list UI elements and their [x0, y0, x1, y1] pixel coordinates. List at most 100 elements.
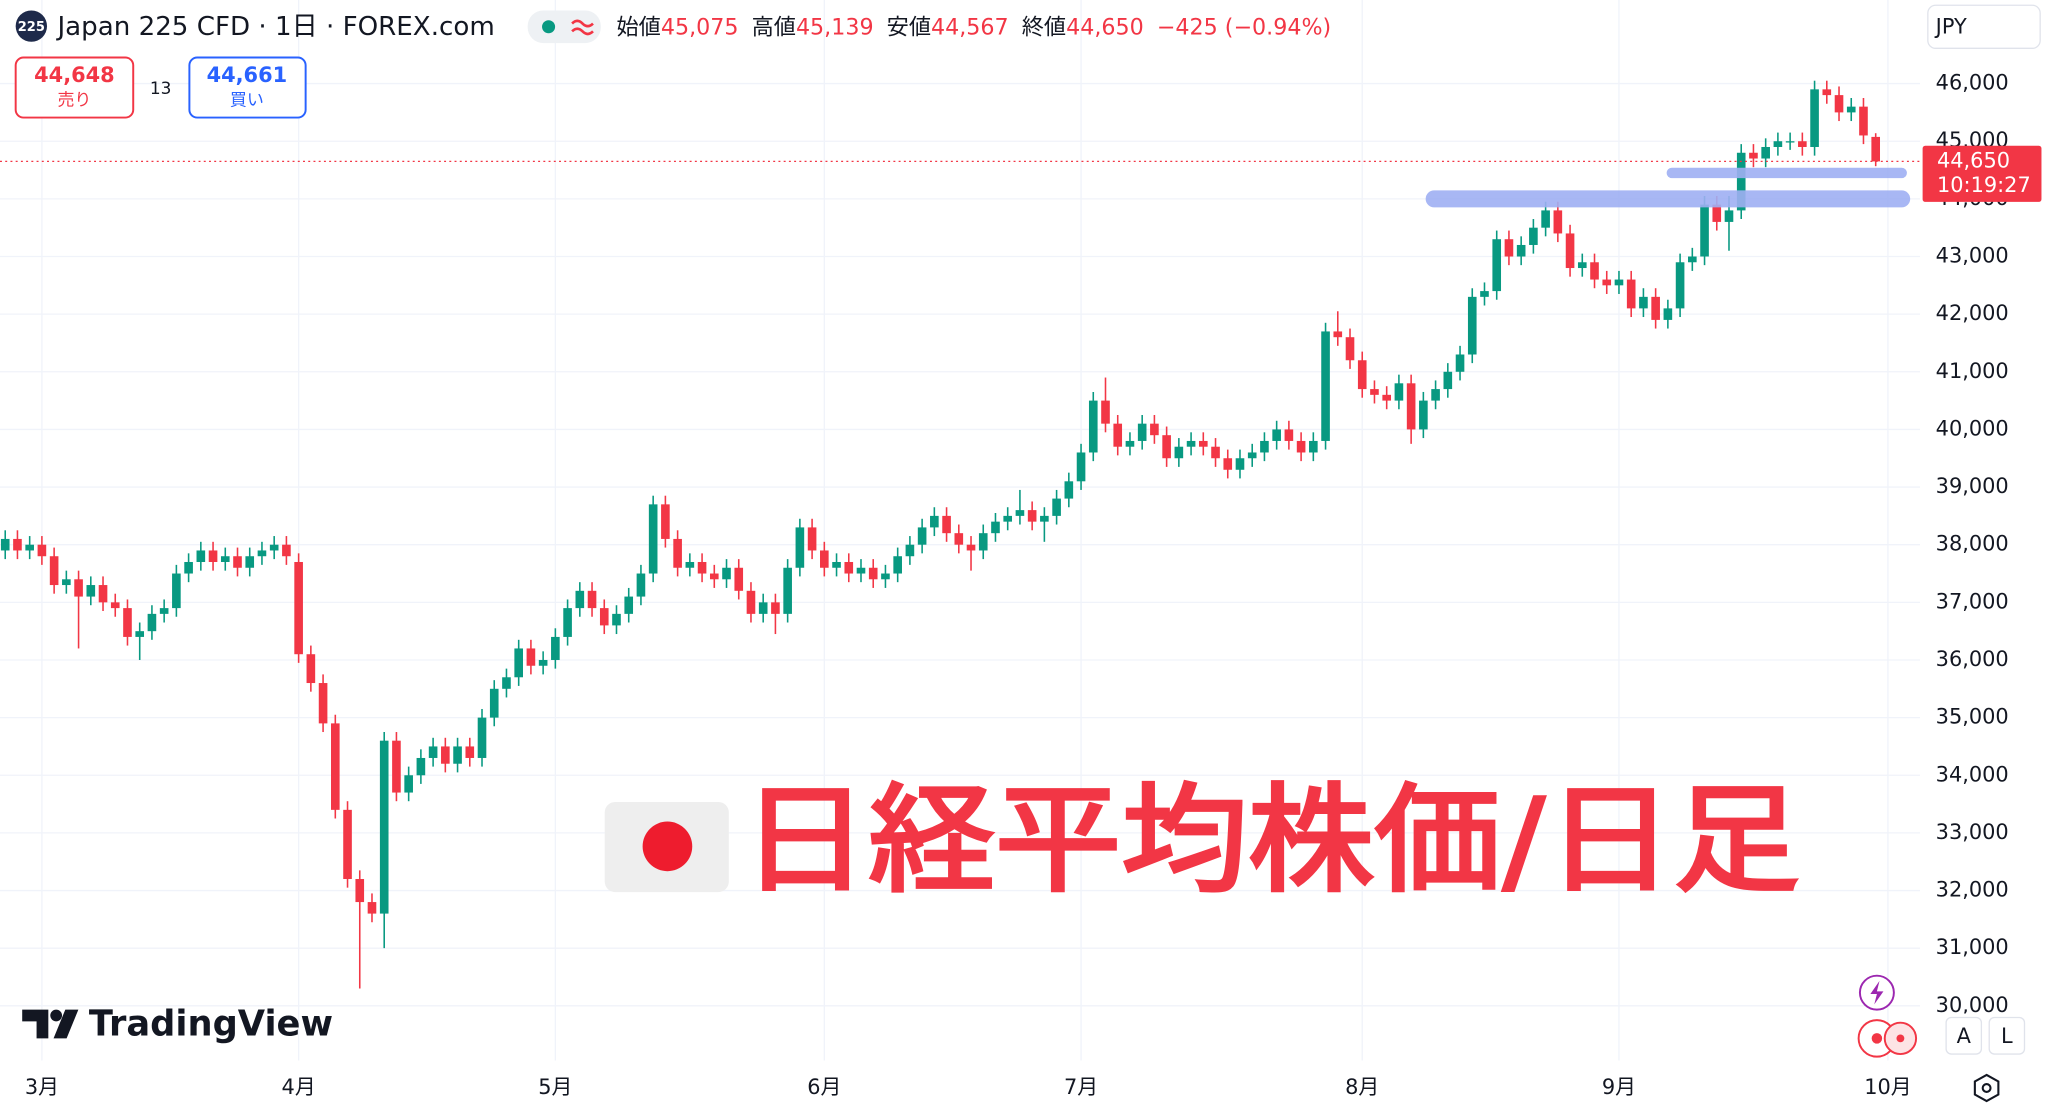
auto-scale-button[interactable] [1945, 1016, 1983, 1055]
settings-button[interactable] [1973, 1073, 2000, 1103]
candle-body [1431, 389, 1440, 401]
sell-label: 売り [57, 91, 91, 111]
currency-button[interactable] [1927, 4, 2041, 49]
candle-body [1541, 210, 1550, 228]
replay-dot [1871, 1033, 1883, 1044]
sell-price: 44,648 [34, 63, 115, 87]
candle-body [1785, 141, 1795, 143]
candle-body [722, 567, 731, 580]
candle-body [135, 631, 145, 637]
candle-body [893, 556, 902, 574]
ohlc-label: 始値 [616, 14, 660, 40]
ohlc-value: 45,139 [796, 14, 874, 40]
candle-body [1565, 233, 1575, 269]
y-tick-label: 40,000 [1936, 416, 2009, 440]
candle-body [1370, 389, 1379, 395]
candle-body [269, 544, 279, 551]
log-scale-button[interactable] [1988, 1016, 2026, 1055]
candle-body [1101, 400, 1110, 424]
candle-body [245, 556, 255, 568]
candle-body [1247, 452, 1257, 459]
candle-body [563, 608, 572, 637]
candle-body [917, 527, 927, 545]
controls: A L [1857, 974, 2026, 1103]
candle-body [1113, 423, 1123, 447]
y-axis-background [1920, 52, 2048, 1061]
market-open-dot [542, 20, 556, 34]
y-tick-label: 43,000 [1936, 244, 2009, 268]
candle-body [0, 538, 10, 551]
candle-body [1296, 440, 1306, 453]
candle-body [1357, 360, 1367, 390]
last-price-tag [1922, 145, 2042, 202]
candle-body [233, 556, 242, 568]
candle-body [110, 602, 120, 609]
x-tick-label: 8月 [1345, 1075, 1379, 1099]
candle-body [86, 585, 96, 597]
candle-body [441, 746, 450, 764]
lightning-icon [1870, 980, 1884, 1005]
candle-body [514, 648, 523, 678]
y-tick-label: 33,000 [1936, 820, 2009, 844]
candle-body [1333, 331, 1343, 338]
annotations [0, 160, 1920, 208]
candle-body [1235, 458, 1245, 470]
candle-body [306, 654, 316, 684]
candle-body [1590, 262, 1599, 280]
x-tick-label: 5月 [538, 1075, 572, 1099]
candle-body [1773, 141, 1783, 147]
candle-body [1871, 136, 1881, 162]
candle-body [1223, 458, 1233, 470]
candle-body [1455, 354, 1465, 372]
flag-circle [642, 821, 693, 872]
candle-body [1125, 440, 1135, 447]
candle-body [673, 538, 682, 568]
candle-body [1309, 440, 1318, 453]
candle-body [257, 550, 267, 557]
ohlc-value: 45,075 [661, 14, 739, 40]
symbol-badge [15, 10, 48, 42]
candle-body [624, 596, 634, 614]
log-scale-label: L [2001, 1024, 2013, 1048]
candle-body [477, 717, 487, 758]
candle-body [1859, 106, 1868, 136]
candle-body [1137, 423, 1147, 441]
candle-body [184, 561, 193, 574]
ohlc-label: 終値 [1022, 14, 1066, 40]
ohlc-label: 高値 [752, 14, 796, 40]
candle-body [1040, 515, 1049, 522]
candle-body [538, 659, 548, 666]
candle-body [685, 561, 695, 568]
candle-body [62, 579, 71, 586]
sell-button[interactable] [14, 56, 135, 119]
candle-body [1639, 296, 1648, 309]
buy-button[interactable] [188, 56, 307, 119]
candle-body [1162, 435, 1171, 459]
candle-body [1480, 291, 1489, 297]
candle-body [783, 567, 792, 614]
candle-body [575, 590, 585, 609]
x-tick-label: 7月 [1064, 1075, 1098, 1099]
x-tick-label: 3月 [25, 1075, 59, 1099]
y-tick-label: 34,000 [1936, 762, 2009, 786]
candle-body [1761, 146, 1770, 159]
candle-body [697, 561, 707, 574]
candle-body [123, 608, 132, 637]
candle-body [612, 613, 621, 626]
candle-body [1260, 440, 1269, 453]
price-change: −425 (−0.94%) [1157, 14, 1331, 40]
candle-body [1675, 262, 1685, 309]
y-tick-label: 41,000 [1936, 359, 2009, 383]
status-pill[interactable] [527, 10, 601, 44]
y-tick-label: 30,000 [1936, 993, 2009, 1017]
candle-body [1064, 481, 1074, 499]
candle-body [1052, 498, 1061, 516]
candle-body [1027, 510, 1037, 522]
candle-body [416, 757, 426, 776]
last-price-label: 44,650 [1937, 148, 2010, 172]
candle-body [1345, 337, 1355, 361]
candle-body [1150, 423, 1159, 436]
candle-body [1492, 239, 1502, 292]
